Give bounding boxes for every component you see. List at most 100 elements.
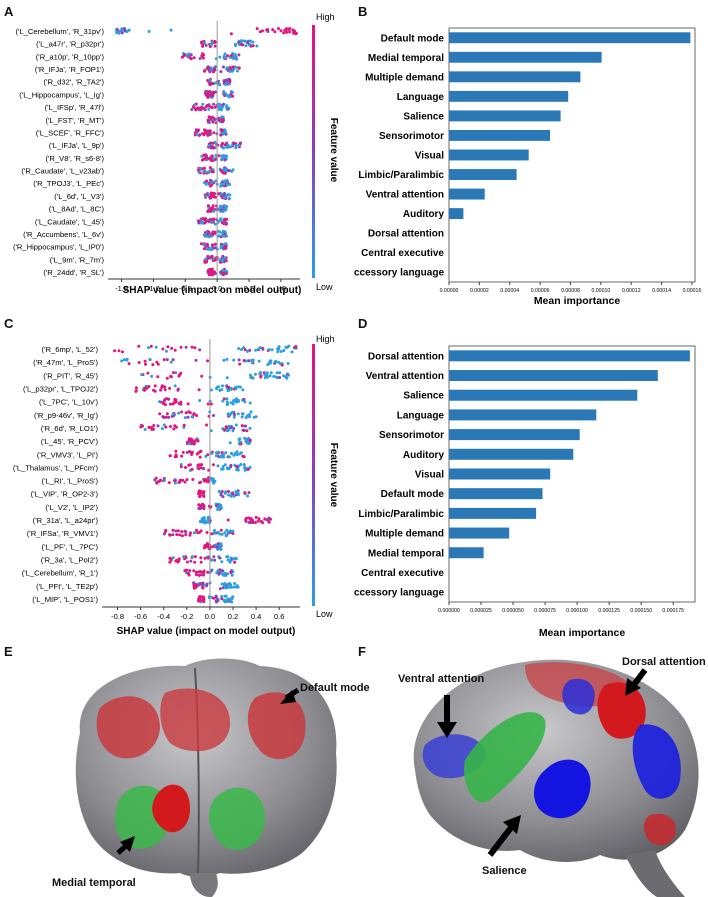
shap-dot <box>229 401 233 405</box>
shap-dot <box>213 222 217 226</box>
shap-dot <box>146 371 150 375</box>
shap-dot <box>159 478 162 482</box>
axis-tick-label: 0.000175 <box>662 608 684 614</box>
shap-dot <box>200 221 203 225</box>
panel-c-colorbar-label: Feature value <box>328 443 339 508</box>
shap-dot <box>195 528 198 532</box>
axis-tick-label: -0.8 <box>111 612 124 621</box>
shap-dot <box>220 532 224 536</box>
shap-dot <box>234 144 238 148</box>
shap-dot <box>171 412 175 416</box>
shap-dot <box>199 529 203 533</box>
bar <box>449 208 464 220</box>
panel-d-xlabel: Mean importance <box>539 627 626 639</box>
shap-dot <box>180 454 184 458</box>
shap-dot <box>214 242 217 246</box>
shap-dot <box>212 481 216 485</box>
shap-dot <box>223 491 227 495</box>
shap-dot <box>205 67 209 71</box>
shap-dot <box>228 441 232 445</box>
shap-dot <box>205 104 209 107</box>
panel-c-ticks: -0.8 -0.6 -0.4 -0.2 0.0 0.2 0.4 0.6 <box>111 607 284 621</box>
shap-dot <box>203 108 207 112</box>
shap-dot <box>269 371 273 375</box>
axis-tick-label: 0.00000 <box>440 288 459 294</box>
shap-dot <box>202 467 205 471</box>
feature-label: ('R_d32', 'R_TA2') <box>43 78 104 87</box>
axis-tick-label: 0.000000 <box>438 608 460 614</box>
shap-dot <box>210 232 214 236</box>
panel-a-feature-labels: ('L_Cerebellum', 'R_31pv') ('L_a47r', 'R_… <box>13 27 105 277</box>
shap-dot <box>219 184 223 188</box>
shap-dot <box>207 595 211 599</box>
shap-dot <box>148 358 152 361</box>
shap-dot <box>218 543 222 547</box>
shap-dot <box>191 105 195 109</box>
axis-tick-label: 1.0 <box>276 284 286 293</box>
bar <box>449 110 561 122</box>
shap-dot <box>261 347 265 351</box>
shap-dot <box>205 531 209 534</box>
shap-dot <box>210 218 214 222</box>
medial-temporal-arrow <box>120 836 135 852</box>
shap-dot <box>225 106 229 110</box>
bar-category-label: Accessory language <box>354 588 444 599</box>
shap-dot <box>203 166 206 170</box>
shap-dot <box>229 145 233 149</box>
shap-dot <box>211 141 215 145</box>
shap-dot <box>122 358 126 362</box>
shap-dot <box>177 411 181 415</box>
shap-dot <box>224 272 228 275</box>
feature-label: ('L_6d', 'L_V3') <box>54 192 104 201</box>
shap-dot <box>220 595 224 598</box>
bar <box>449 429 580 441</box>
shap-dot <box>231 91 234 94</box>
feature-label: ('L_SCEF', 'R_FFC') <box>36 128 105 137</box>
shap-dot <box>213 44 217 48</box>
panel-c-xlabel: SHAP value (impact on model output) <box>117 626 296 637</box>
shap-dot <box>222 65 225 69</box>
shap-dot <box>189 559 193 563</box>
shap-dot <box>256 519 260 523</box>
shap-dot <box>229 426 233 430</box>
shap-dot <box>207 193 211 197</box>
shap-dot <box>211 92 215 96</box>
shap-dot <box>201 44 205 48</box>
shap-dot <box>198 57 202 60</box>
shap-dot <box>202 504 206 508</box>
shap-dot <box>247 415 251 419</box>
shap-dot <box>163 530 167 534</box>
shap-dot <box>277 27 280 30</box>
shap-dot <box>220 582 224 586</box>
shap-dot <box>202 546 206 550</box>
shap-dot <box>199 556 203 560</box>
shap-dot <box>225 376 229 380</box>
shap-dot <box>155 360 159 364</box>
shap-dot <box>212 70 215 74</box>
shap-dot <box>166 345 170 349</box>
shap-dot <box>219 169 223 173</box>
bar-category-label: Language <box>397 92 445 103</box>
feature-label: ('L_PF', 'L_7PC') <box>42 542 99 551</box>
shap-dot <box>230 585 234 589</box>
shap-dot <box>267 348 271 352</box>
feature-label: ('L_IFSp', 'R_47l') <box>45 103 105 112</box>
shap-dot <box>273 30 277 34</box>
shap-dot <box>247 516 251 520</box>
default-mode-annotation: Default mode <box>300 682 370 694</box>
shap-dot <box>210 106 214 110</box>
axis-tick-label: -0.5 <box>179 284 192 293</box>
shap-dot <box>212 555 216 559</box>
bar <box>449 71 581 83</box>
shap-dot <box>241 39 245 43</box>
shap-dot <box>174 398 178 402</box>
shap-dot <box>227 388 231 392</box>
shap-dot <box>224 78 228 82</box>
shap-dot <box>164 425 168 429</box>
shap-dot <box>228 80 232 83</box>
shap-dot <box>246 41 250 45</box>
bar <box>449 389 638 401</box>
shap-dot <box>242 463 246 467</box>
shap-dot <box>263 373 267 376</box>
shap-dot <box>207 107 211 111</box>
